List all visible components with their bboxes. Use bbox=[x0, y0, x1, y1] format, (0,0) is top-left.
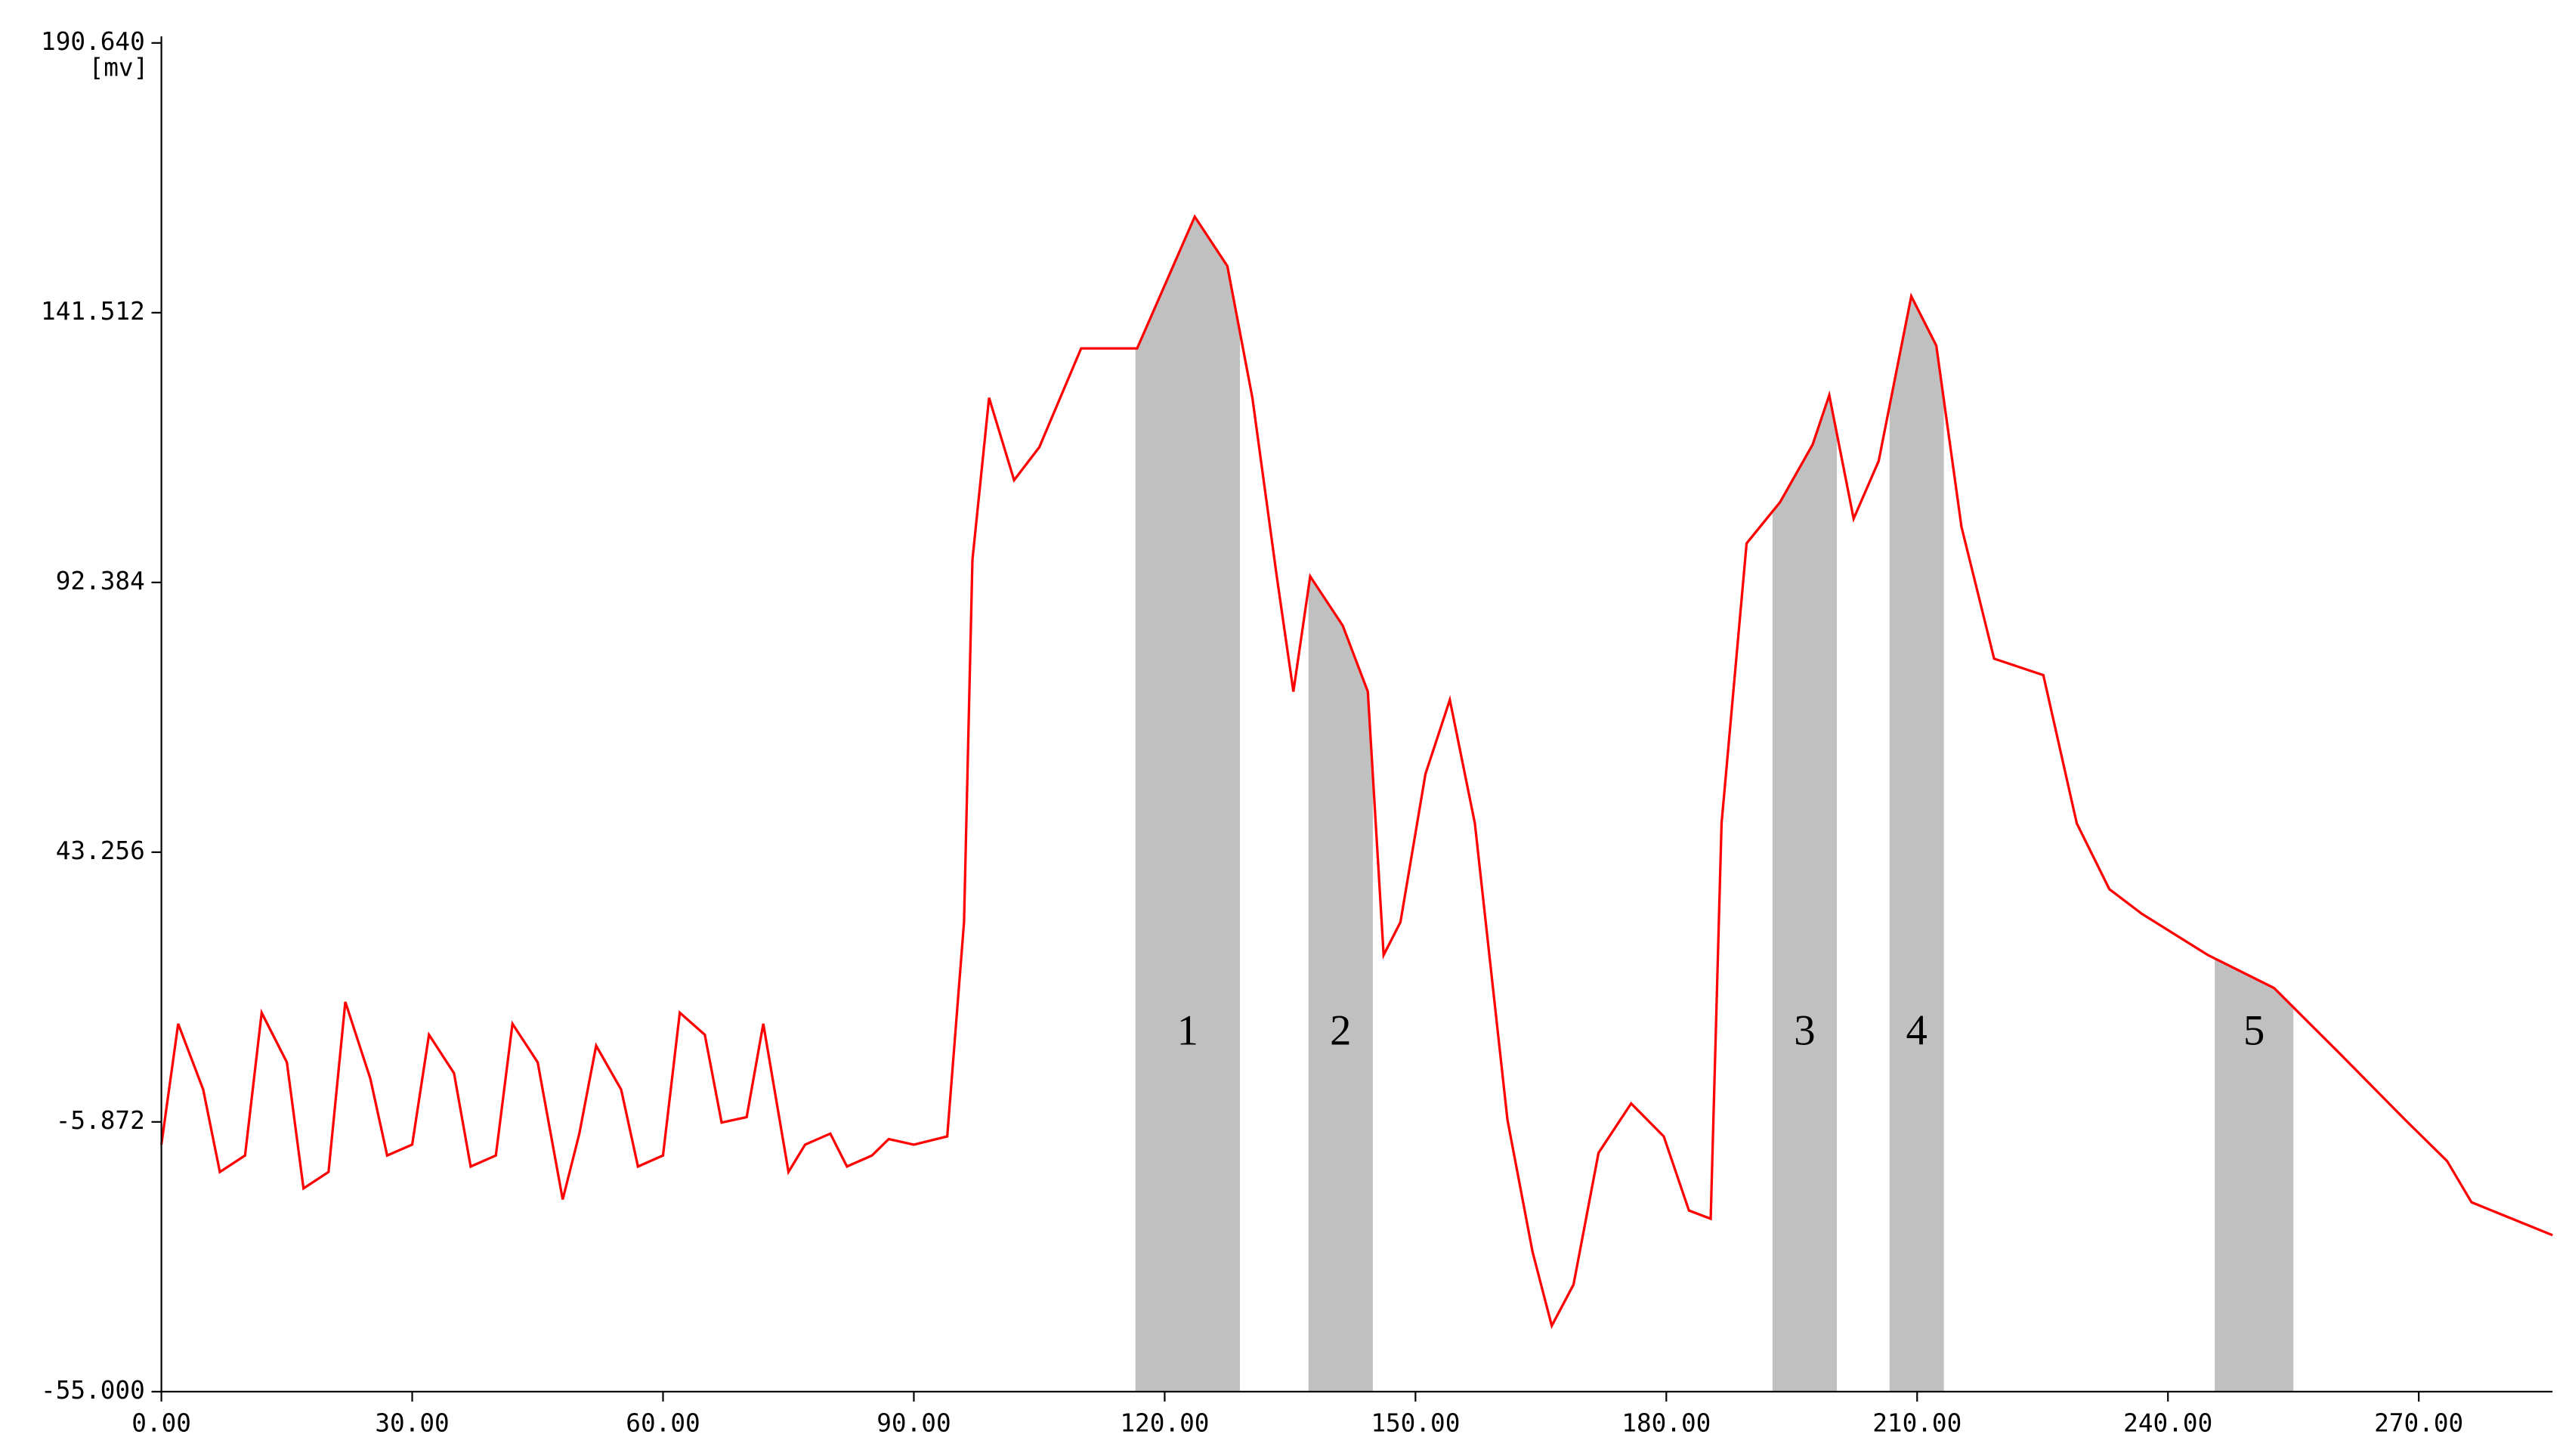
peak-label: 2 bbox=[1330, 1007, 1351, 1054]
x-tick-label: 90.00 bbox=[876, 1408, 951, 1437]
peak-area bbox=[2215, 958, 2294, 1392]
x-tick-label: 210.00 bbox=[1872, 1408, 1962, 1437]
y-tick-label: 190.640 bbox=[41, 27, 145, 56]
y-tick-label: 92.384 bbox=[56, 567, 145, 595]
peak-area bbox=[1308, 576, 1373, 1392]
y-tick-label: -55.000 bbox=[41, 1376, 145, 1405]
peak-area bbox=[1889, 296, 1944, 1392]
x-tick-label: 0.00 bbox=[131, 1408, 191, 1437]
x-tick-label: 150.00 bbox=[1371, 1408, 1460, 1437]
signal-line bbox=[159, 214, 2553, 1330]
peak-label: 4 bbox=[1906, 1007, 1928, 1054]
x-tick-label: 180.00 bbox=[1621, 1408, 1711, 1437]
y-unit: [mv] bbox=[89, 54, 149, 82]
y-tick-label: -5.872 bbox=[56, 1106, 145, 1135]
x-tick-label: 60.00 bbox=[626, 1408, 700, 1437]
x-tick-label: 240.00 bbox=[2123, 1408, 2212, 1437]
x-tick-label: 270.00 bbox=[2374, 1408, 2463, 1437]
peak-label: 1 bbox=[1177, 1007, 1198, 1054]
peak-area bbox=[1772, 394, 1838, 1392]
peak-label: 5 bbox=[2243, 1007, 2264, 1054]
x-tick-label: 120.00 bbox=[1120, 1408, 1209, 1437]
x-tick-label: 30.00 bbox=[375, 1408, 449, 1437]
peak-label: 3 bbox=[1794, 1007, 1815, 1054]
y-tick-label: 43.256 bbox=[56, 836, 145, 865]
y-tick-label: 141.512 bbox=[41, 297, 145, 326]
peak-area bbox=[1135, 216, 1240, 1392]
